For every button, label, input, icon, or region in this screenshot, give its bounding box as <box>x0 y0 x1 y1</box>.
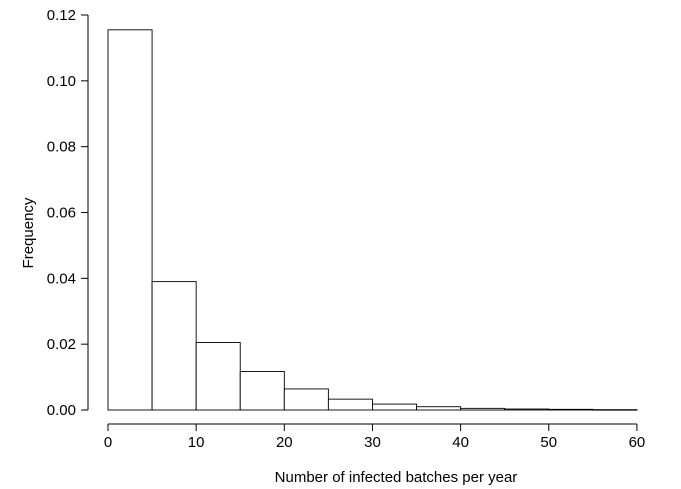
y-tick-label: 0.08 <box>47 139 76 156</box>
x-tick-label: 30 <box>364 434 381 451</box>
histogram-bar <box>151 281 197 411</box>
histogram-bar <box>239 371 285 411</box>
y-tick-label: 0.02 <box>47 336 76 353</box>
histogram-bar <box>107 29 153 411</box>
x-axis-title: Number of infected batches per year <box>275 469 518 486</box>
y-tick-label: 0.00 <box>47 402 76 419</box>
y-tick-label: 0.12 <box>47 7 76 24</box>
histogram-bar <box>372 403 417 411</box>
histogram-bar <box>548 408 594 411</box>
y-tick-label: 0.06 <box>47 205 76 222</box>
histogram-bar <box>504 408 550 411</box>
histogram-bar <box>327 398 373 411</box>
histogram-bar <box>460 407 506 411</box>
x-tick-label: 60 <box>629 434 646 451</box>
x-tick-label: 20 <box>276 434 293 451</box>
histogram-bars <box>107 29 638 411</box>
histogram-bar <box>416 406 462 411</box>
y-axis-title: Frequency <box>20 197 37 268</box>
x-tick-label: 10 <box>188 434 205 451</box>
y-tick-label: 0.10 <box>47 73 76 90</box>
histogram-bar <box>592 409 638 411</box>
y-tick-label: 0.04 <box>47 270 76 287</box>
histogram-bar <box>195 342 241 411</box>
x-tick-label: 50 <box>540 434 557 451</box>
y-axis: 0.00 0.02 0.04 0.06 0.08 0.10 0.12 <box>47 7 89 419</box>
x-axis: 0 10 20 30 40 50 60 <box>104 423 646 451</box>
histogram-bar <box>283 388 329 411</box>
x-tick-label: 40 <box>452 434 469 451</box>
x-tick-label: 0 <box>104 434 112 451</box>
